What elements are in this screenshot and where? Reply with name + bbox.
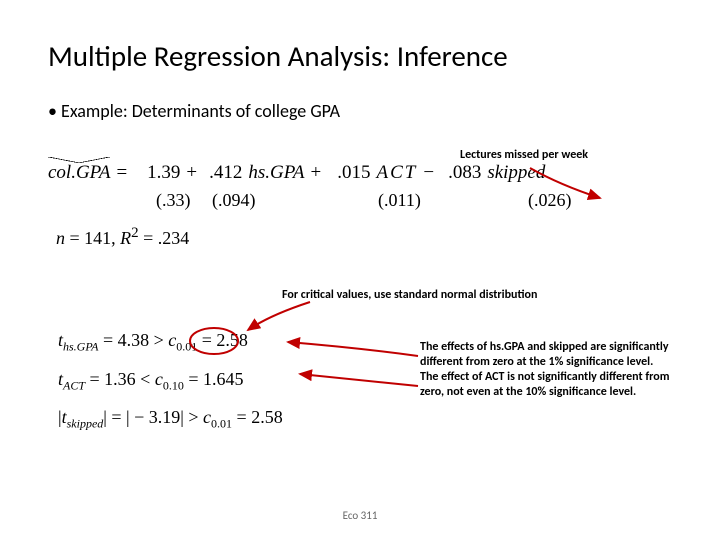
t-skipped-line: |tskipped| = | − 3.19| > c0.01 = 2.58 xyxy=(58,407,283,432)
c3-val: = 2.58 xyxy=(232,407,283,427)
eq-b1: .412 xyxy=(209,162,242,184)
t3-sub: skipped xyxy=(67,417,104,431)
se-b2: (.011) xyxy=(378,190,528,211)
c1-val: = 2.58 xyxy=(197,330,248,350)
t2-sub: ACT xyxy=(63,378,85,392)
slide-container: Multiple Regression Analysis: Inference … xyxy=(0,0,720,540)
r2-label: R xyxy=(120,228,131,248)
se-b1: (.094) xyxy=(212,190,378,211)
eq-minus: − xyxy=(423,162,434,184)
eq-equals: = xyxy=(116,162,127,184)
c2-sub: 0.10 xyxy=(163,378,184,392)
t3-mid: | = | − 3.19| > xyxy=(103,407,203,427)
t-act-line: tACT = 1.36 < c0.10 = 1.645 xyxy=(58,369,283,394)
standard-errors-row: (.33) (.094) (.011) (.026) xyxy=(156,190,672,211)
eq-x3: skipped xyxy=(487,162,545,184)
c3-sub: 0.01 xyxy=(211,417,232,431)
eq-x1: hs.GPA xyxy=(248,162,304,184)
n-label: n xyxy=(56,228,65,248)
eq-b3: .083 xyxy=(448,162,481,184)
regression-equation: col.GPA = 1.39 + .412 hs.GPA + .015 ACT … xyxy=(48,162,672,184)
r2-value: = .234 xyxy=(143,228,189,248)
eq-plus2: + xyxy=(311,162,322,184)
n-value: = 141, xyxy=(70,228,121,248)
c3-sym: c xyxy=(203,407,211,427)
c1-sub: 0.01 xyxy=(176,340,197,354)
t-hsgpa-line: ths.GPA = 4.38 > c0.01 = 2.58 xyxy=(58,330,283,355)
r2-sup: 2 xyxy=(131,225,139,241)
n-r2-stats: n = 141, R2 = .234 xyxy=(56,225,672,249)
eq-b2: .015 xyxy=(337,162,370,184)
c2-val: = 1.645 xyxy=(184,369,244,389)
se-b0: (.33) xyxy=(156,190,212,211)
eq-x2: ACT xyxy=(377,162,418,184)
bullet-example: • Example: Determinants of college GPA xyxy=(48,100,672,122)
t1-rhs: = 4.38 > xyxy=(98,330,168,350)
annotation-critical: For critical values, use standard normal… xyxy=(282,288,537,303)
slide-title: Multiple Regression Analysis: Inference xyxy=(48,38,672,74)
t2-rhs: = 1.36 < xyxy=(85,369,155,389)
eq-b0: 1.39 xyxy=(147,162,180,184)
t1-sub: hs.GPA xyxy=(63,340,98,354)
regression-equation-area: col.GPA = 1.39 + .412 hs.GPA + .015 ACT … xyxy=(48,162,672,266)
eq-plus1: + xyxy=(186,162,197,184)
slide-footer: Eco 311 xyxy=(0,509,720,522)
eq-lhs: col.GPA xyxy=(48,162,110,184)
t3-lhs: |t xyxy=(58,407,67,427)
annotation-lectures: Lectures missed per week xyxy=(460,148,588,163)
se-b3: (.026) xyxy=(528,190,572,211)
annotation-effects: The effects of hs.GPA and skipped are si… xyxy=(420,340,670,400)
t-statistics-block: ths.GPA = 4.38 > c0.01 = 2.58 tACT = 1.3… xyxy=(58,330,283,446)
c2-sym: c xyxy=(155,369,163,389)
